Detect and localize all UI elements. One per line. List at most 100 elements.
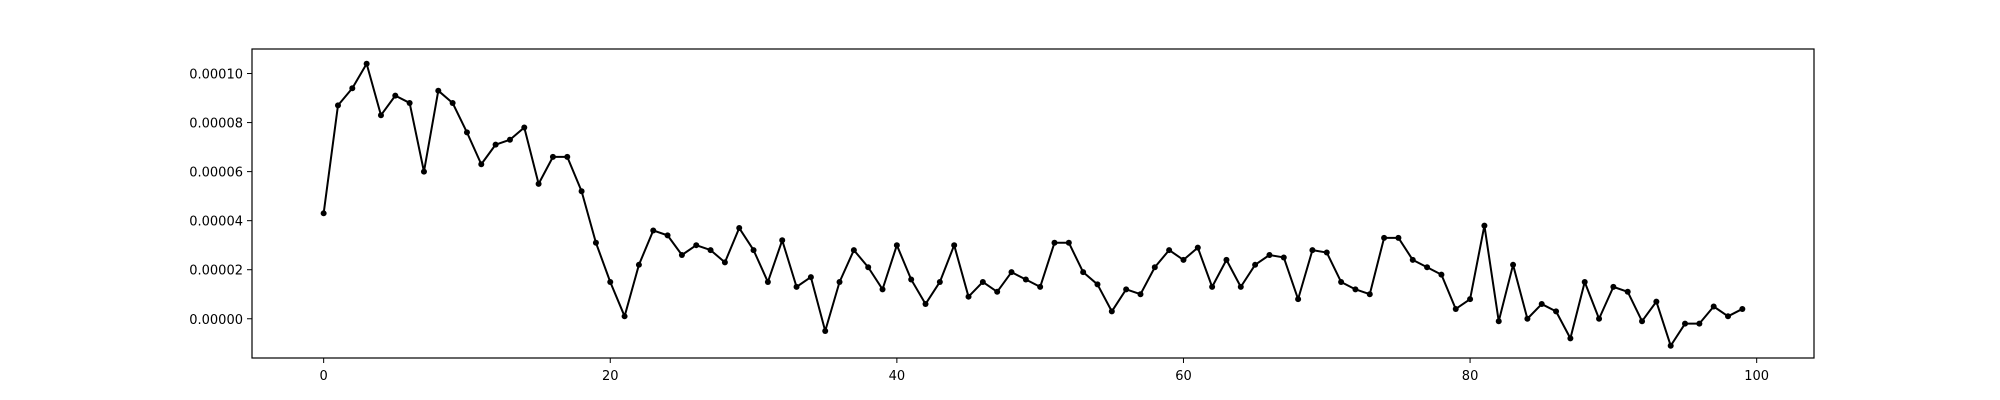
data-point [994,288,1001,295]
data-point [1538,301,1545,308]
data-point [1209,283,1216,290]
data-point [1338,278,1345,285]
data-point [822,328,829,335]
data-point [1409,256,1416,263]
data-point [1366,291,1373,298]
data-point [1452,305,1459,312]
data-point [736,225,743,232]
data-point [1223,256,1230,263]
data-point [320,210,327,217]
data-point [1065,239,1072,246]
data-point [707,247,714,254]
series-line [322,62,1743,347]
data-point [1080,269,1087,276]
data-point [1194,244,1201,251]
data-point [1424,264,1431,271]
data-point [1524,315,1531,322]
data-point [1237,283,1244,290]
data-point [1739,305,1746,312]
data-point [1624,288,1631,295]
data-point [549,153,556,160]
data-point [936,278,943,285]
data-point [1008,269,1015,276]
data-point [578,188,585,195]
data-point [607,278,614,285]
data-point [1653,298,1660,305]
data-point [1252,261,1259,268]
y-tick-label: 0.00006 [189,166,243,181]
data-point [1596,315,1603,322]
data-point [392,92,399,99]
data-point [1438,271,1445,278]
data-point [1295,296,1302,303]
data-points [320,60,1746,349]
data-point [764,278,771,285]
data-point [1481,222,1488,229]
y-tick-label: 0.00004 [189,215,243,230]
data-point [449,99,456,106]
data-point [664,232,671,239]
data-point [478,161,485,168]
data-point [1725,313,1732,320]
data-point [1280,254,1287,261]
data-point [1667,342,1674,349]
data-point [678,252,685,258]
data-point [1309,247,1316,254]
data-point [1696,320,1703,327]
data-point [592,239,599,246]
data-point [1610,283,1617,290]
plot-frame [251,48,1815,359]
data-point [1467,296,1474,303]
data-point [908,276,915,283]
data-point [836,278,843,285]
data-point [463,129,470,136]
data-point [807,274,814,281]
data-point [521,124,528,131]
data-point [1123,286,1130,293]
data-point [1381,234,1388,241]
data-point [1022,276,1029,283]
y-tick-label: 0.00010 [189,68,243,83]
data-point [1180,256,1187,263]
data-point [377,112,384,119]
data-point [334,102,341,109]
data-point [850,247,857,254]
y-tick-label: 0.00002 [189,264,243,279]
y-axis: 0.00000 0.00002 0.00004 0.00006 0.00008 0.000… [189,68,252,328]
y-tick-label: 0.00008 [189,117,243,132]
data-point [650,227,657,234]
data-point [1266,252,1273,258]
data-point [492,141,499,148]
data-point [363,60,370,67]
data-point [721,259,728,266]
data-point [635,261,642,268]
x-tick-label: 60 [1175,369,1192,384]
data-point [1094,281,1101,288]
data-point [693,242,700,249]
data-point [1108,308,1115,315]
x-tick-label: 80 [1462,369,1479,384]
data-point [535,180,542,187]
data-point [1495,318,1502,325]
data-point [879,286,886,293]
x-tick-label: 40 [889,369,906,384]
data-point [1510,261,1517,268]
data-point [506,136,513,143]
data-point [1682,320,1689,327]
data-point [349,85,356,92]
data-point [1051,239,1058,246]
data-point [1323,249,1330,256]
data-point [435,87,442,94]
data-point [1567,335,1574,342]
data-point [1151,264,1158,271]
data-point [951,242,958,249]
data-point [979,278,986,285]
data-point [1037,283,1044,290]
x-tick-label: 20 [602,369,619,384]
x-axis: 0 20 40 60 80 100 [320,358,1769,384]
data-point [1639,318,1646,325]
data-point [1581,278,1588,285]
data-point [1137,291,1144,298]
x-tick-label: 0 [320,369,328,384]
